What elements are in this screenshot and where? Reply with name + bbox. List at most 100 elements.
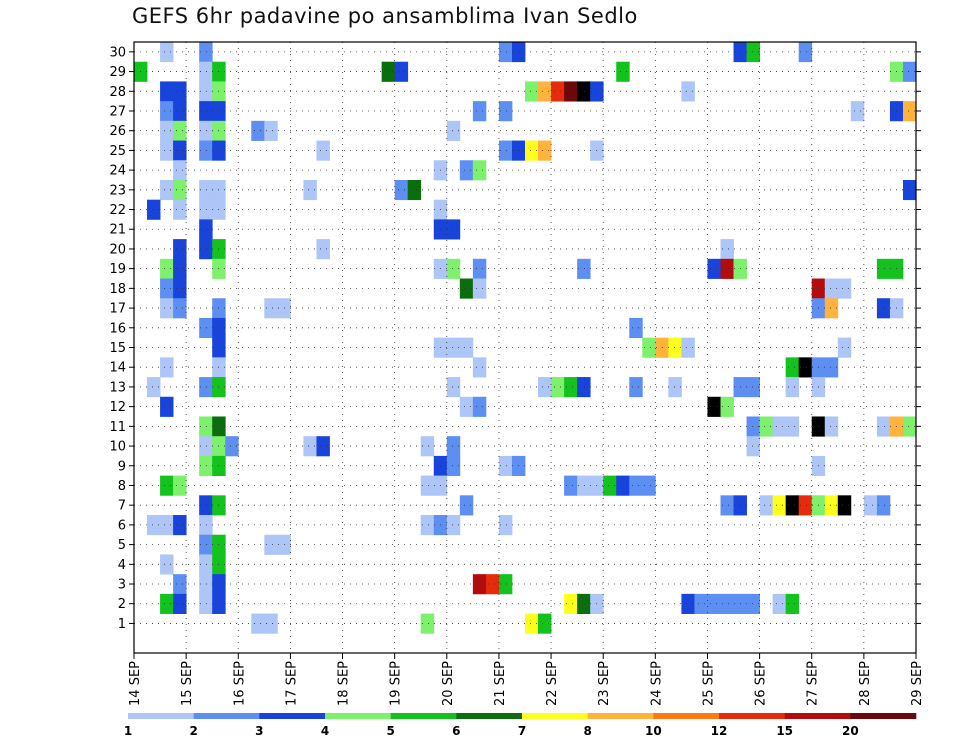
- heatmap-cell: [264, 120, 278, 141]
- heatmap-cell: [173, 258, 187, 279]
- heatmap-cell: [316, 140, 330, 161]
- heatmap-cell: [472, 357, 487, 378]
- heatmap-cell: [199, 495, 213, 516]
- heatmap-cell: [498, 140, 513, 161]
- heatmap-cell: [173, 278, 187, 299]
- heatmap-cell: [173, 298, 187, 319]
- legend-swatch: [719, 713, 785, 719]
- heatmap-cell: [642, 337, 656, 358]
- heatmap-cell: [173, 140, 187, 161]
- heatmap-cell: [446, 219, 461, 240]
- heatmap-cell: [316, 436, 330, 457]
- heatmap-cell: [264, 534, 278, 555]
- y-tick-label: 14: [109, 361, 126, 376]
- heatmap-cell: [902, 101, 917, 122]
- heatmap-cell: [551, 377, 565, 398]
- heatmap-cell: [564, 81, 578, 102]
- heatmap-cell: [459, 495, 474, 516]
- legend-swatch: [259, 713, 326, 719]
- x-tick-label: 23 SEP: [597, 661, 612, 706]
- y-tick-label: 9: [118, 459, 126, 474]
- y-tick-label: 16: [109, 321, 126, 336]
- heatmap-cell: [707, 258, 721, 279]
- heatmap-cell: [759, 495, 774, 516]
- heatmap-cell: [160, 593, 174, 614]
- heatmap-cell: [798, 42, 813, 63]
- heatmap-cell: [459, 337, 474, 358]
- x-tick-label: 21 SEP: [493, 661, 508, 706]
- y-tick-label: 26: [109, 124, 126, 139]
- heatmap-cell: [472, 396, 487, 417]
- y-tick-label: 7: [118, 499, 126, 514]
- heatmap-cell: [173, 81, 187, 102]
- heatmap-cell: [472, 278, 487, 299]
- heatmap-cell: [420, 613, 435, 634]
- heatmap-cell: [876, 298, 891, 319]
- heatmap-cell: [199, 101, 213, 122]
- heatmap-cell: [538, 140, 552, 161]
- heatmap-cell: [251, 120, 265, 141]
- heatmap-cell: [199, 554, 213, 575]
- heatmap-cell: [785, 495, 800, 516]
- heatmap-cell: [199, 377, 213, 398]
- heatmap-cell: [498, 101, 513, 122]
- legend-swatch: [522, 713, 588, 719]
- legend-swatch: [784, 713, 851, 719]
- heatmap-cell: [746, 377, 760, 398]
- heatmap-cell: [525, 81, 539, 102]
- heatmap-cell: [668, 377, 682, 398]
- heatmap-cell: [446, 515, 461, 536]
- heatmap-cell: [173, 475, 187, 496]
- heatmap-cell: [264, 613, 278, 634]
- heatmap-cell: [199, 199, 213, 220]
- chart-title: GEFS 6hr padavine po ansamblima Ivan Sed…: [132, 4, 638, 28]
- heatmap-cell: [824, 298, 839, 319]
- x-tick-label: 20 SEP: [441, 661, 456, 706]
- heatmap-cell: [746, 42, 760, 63]
- heatmap-cell: [668, 337, 682, 358]
- y-tick-label: 25: [109, 144, 126, 159]
- heatmap-cell: [772, 593, 787, 614]
- heatmap-cell: [902, 61, 917, 82]
- heatmap-cell: [629, 317, 643, 339]
- heatmap-cell: [160, 258, 174, 279]
- heatmap-cell: [173, 120, 187, 141]
- heatmap-cell: [251, 613, 265, 634]
- heatmap-cell: [173, 239, 187, 260]
- heatmap-cell: [199, 593, 213, 614]
- heatmap-cell: [160, 298, 174, 319]
- heatmap-cell: [785, 416, 800, 437]
- heatmap-cell: [225, 436, 239, 457]
- heatmap-cell: [681, 337, 695, 358]
- heatmap-cell: [485, 574, 500, 595]
- heatmap-cell: [785, 593, 800, 614]
- heatmap-cell: [498, 574, 513, 595]
- x-tick-label: 16 SEP: [232, 661, 247, 706]
- heatmap-cell: [199, 239, 213, 260]
- heatmap-cell: [199, 317, 213, 339]
- y-tick-label: 5: [118, 538, 126, 553]
- y-tick-label: 1: [118, 617, 126, 632]
- heatmap-cell: [199, 61, 213, 82]
- heatmap-cell: [420, 436, 435, 457]
- heatmap-cell: [446, 377, 461, 398]
- heatmap-cell: [577, 593, 591, 614]
- heatmap-cell: [824, 278, 839, 299]
- heatmap-cell: [264, 298, 278, 319]
- legend-label: 5: [386, 724, 394, 738]
- heatmap-cell: [498, 42, 513, 63]
- y-tick-label: 8: [118, 479, 126, 494]
- heatmap-cell: [616, 61, 630, 82]
- y-tick-label: 24: [109, 164, 126, 179]
- heatmap-cell: [577, 377, 591, 398]
- legend-label: 3: [255, 724, 263, 738]
- heatmap-cell: [173, 593, 187, 614]
- heatmap-cell: [746, 436, 760, 457]
- x-tick-label: 17 SEP: [284, 661, 299, 706]
- heatmap-cell: [694, 593, 708, 614]
- x-tick-label: 24 SEP: [649, 661, 664, 706]
- heatmap-cell: [160, 42, 174, 63]
- heatmap-cell: [160, 81, 174, 102]
- y-tick-label: 10: [109, 440, 126, 455]
- heatmap-cell: [199, 455, 213, 477]
